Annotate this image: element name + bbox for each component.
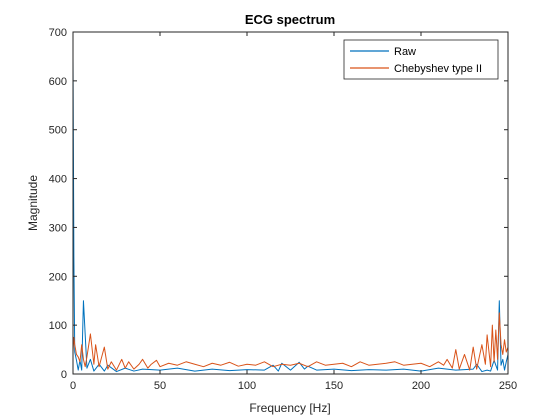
x-tick-label: 0 (70, 380, 76, 392)
y-tick-label: 200 (49, 271, 67, 283)
legend-label-raw: Raw (394, 46, 416, 58)
y-tick-label: 400 (49, 174, 67, 186)
x-tick-label: 100 (238, 380, 256, 392)
x-tick-label: 150 (325, 380, 343, 392)
x-axis-label: Frequency [Hz] (249, 401, 330, 415)
x-tick-label: 200 (412, 380, 430, 392)
legend: Raw Chebyshev type II (343, 39, 499, 80)
x-tick-label: 50 (154, 380, 166, 392)
y-tick-label: 500 (49, 125, 67, 137)
chart-title: ECG spectrum (245, 12, 335, 27)
y-tick-label: 300 (49, 222, 67, 234)
y-tick-label: 100 (49, 320, 67, 332)
plot-frame (72, 31, 509, 375)
y-tick-label: 600 (49, 76, 67, 88)
series-line-raw (72, 56, 509, 373)
legend-box (343, 39, 499, 80)
y-tick-label: 700 (49, 27, 67, 39)
plot-area (73, 32, 508, 374)
y-tick-label: 0 (61, 369, 67, 381)
series-line-chebyshev-type-ii (72, 312, 509, 371)
y-axis-label: Magnitude (26, 175, 40, 231)
x-tick-label: 250 (499, 380, 517, 392)
legend-label-chebyshev: Chebyshev type II (394, 63, 482, 75)
series-layer (72, 56, 509, 373)
